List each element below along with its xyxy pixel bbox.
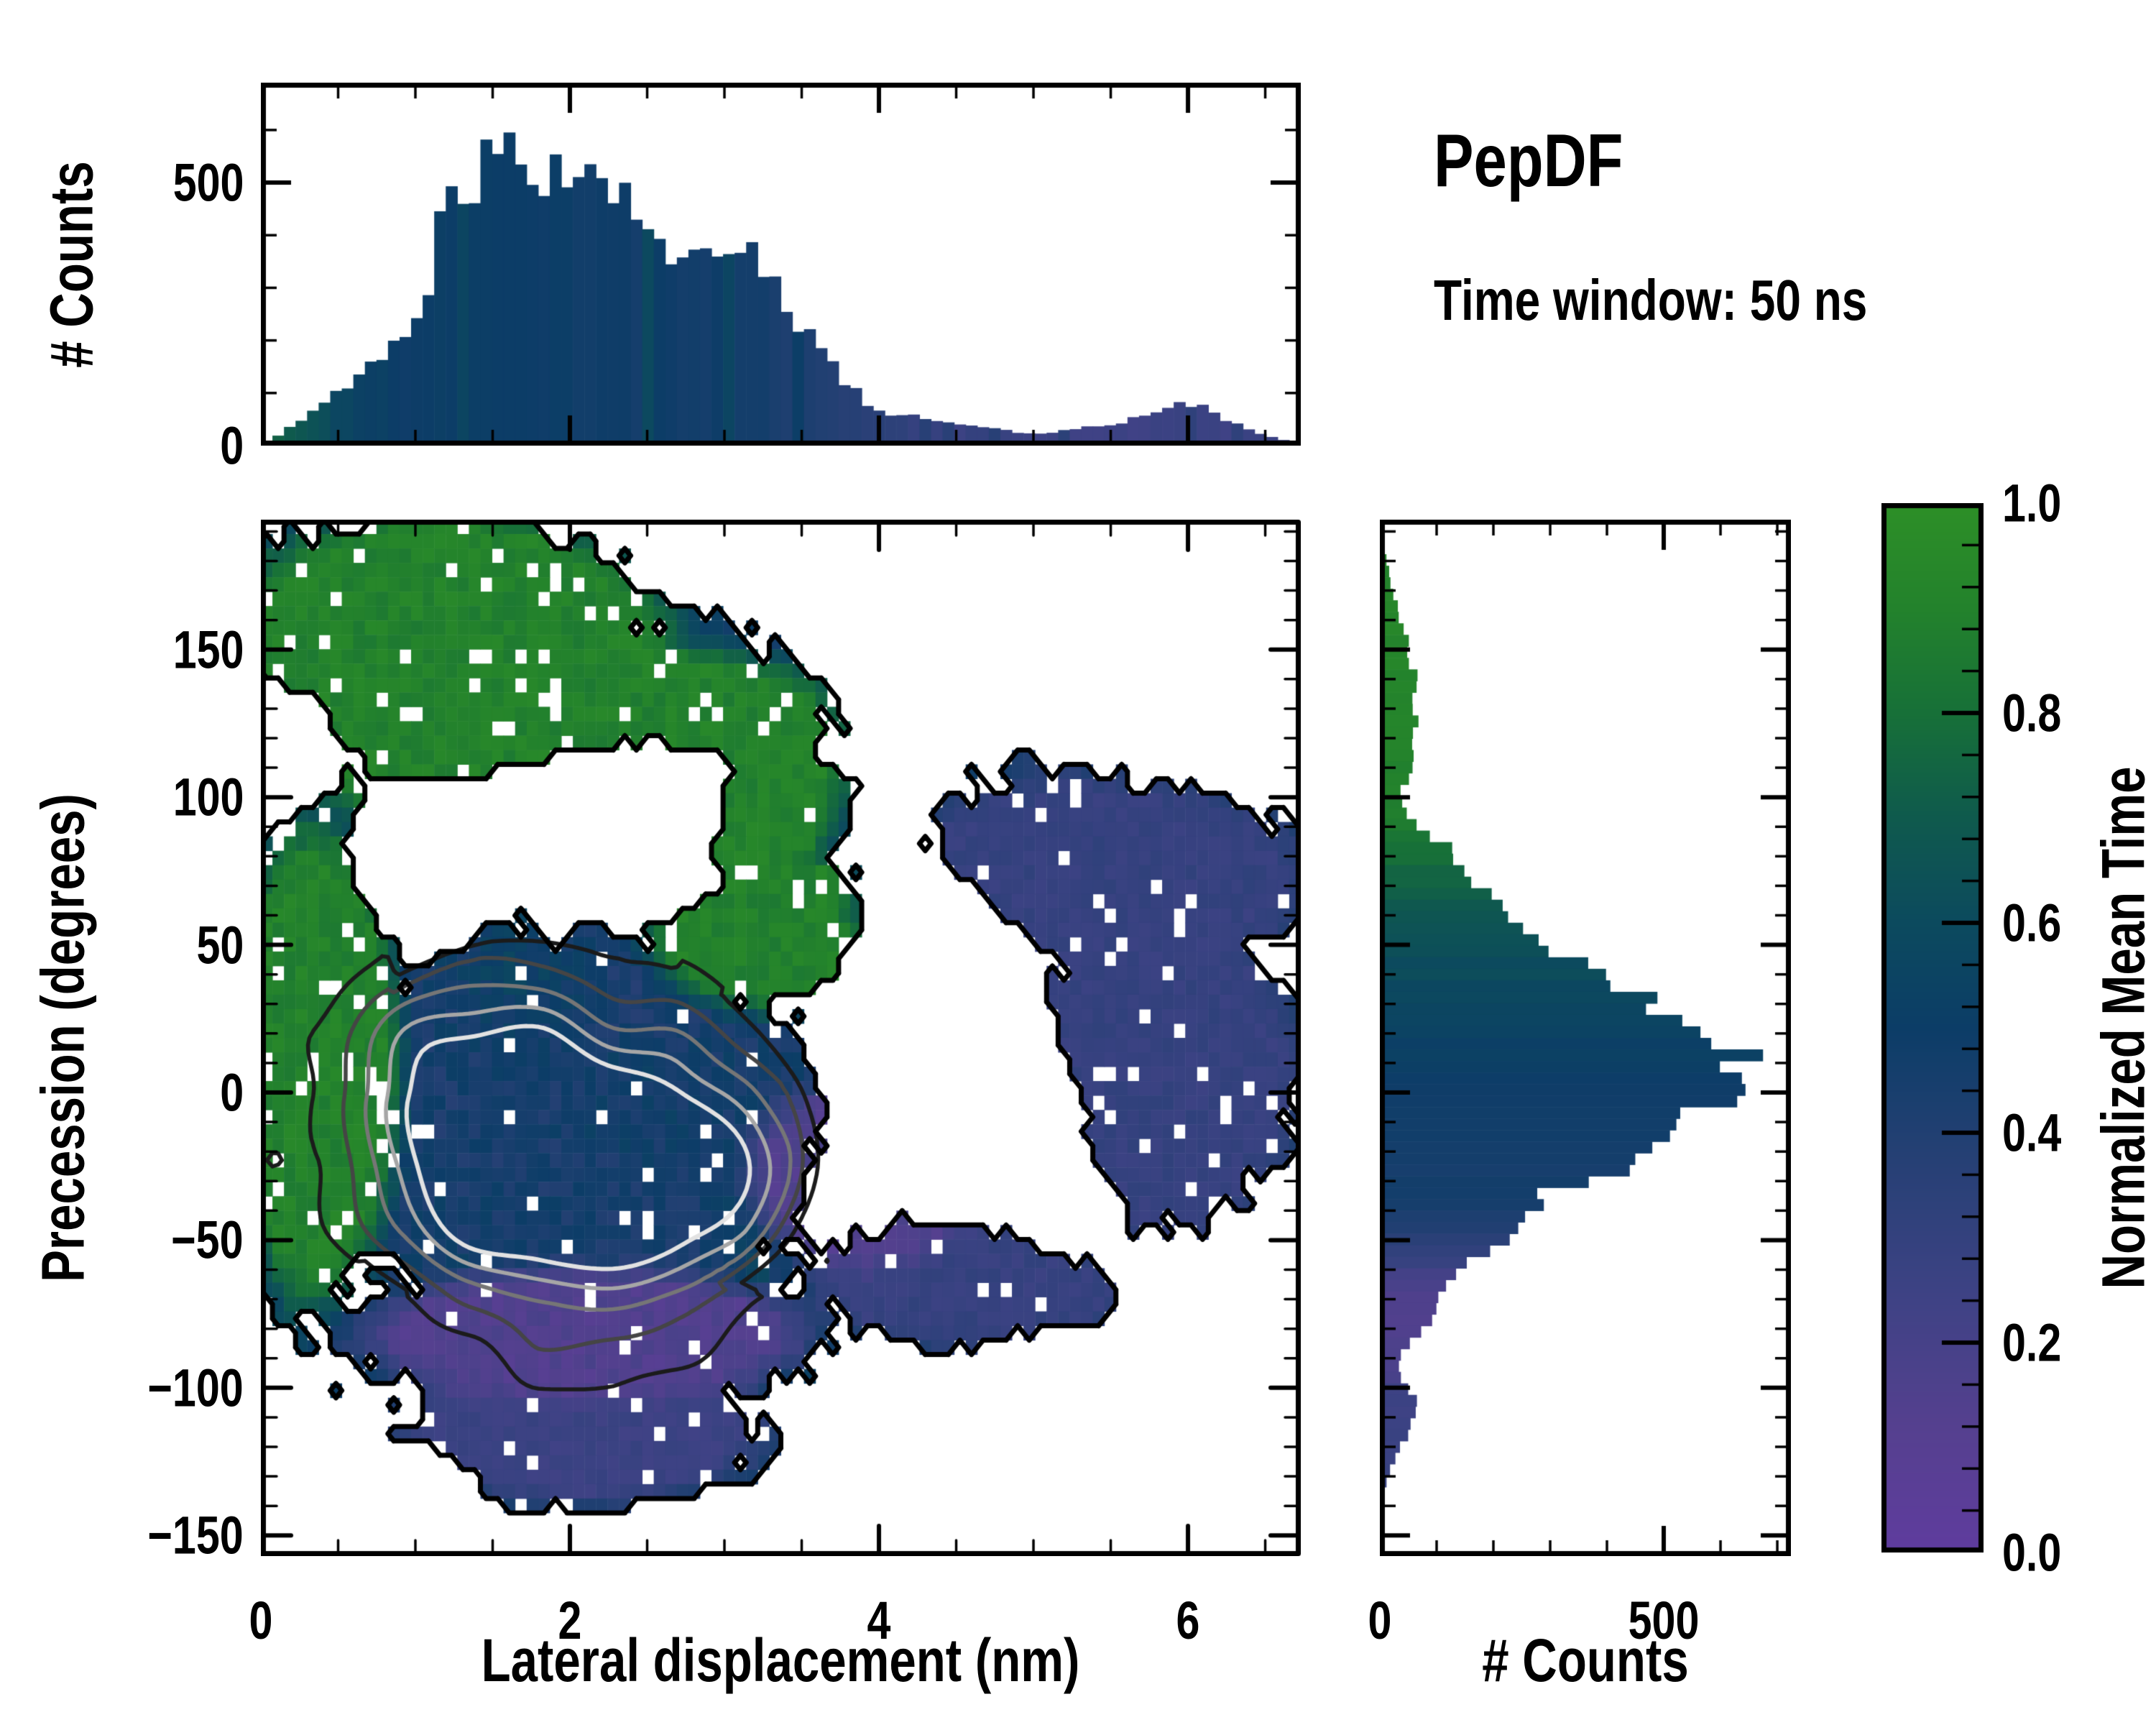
main-ytick-label: 100	[172, 767, 244, 827]
main-ytick-label: −150	[147, 1505, 244, 1565]
plot-subtitle: Time window: 50 ns	[1434, 267, 1976, 334]
colorbar-tick-label: 0.4	[2002, 1103, 2062, 1163]
plot-title: PepDF	[1434, 119, 1670, 204]
colorbar-panel	[1881, 503, 1984, 1552]
colorbar-tick-label: 0.8	[2002, 683, 2062, 743]
top-hist-ylabel: # Counts	[37, 161, 106, 368]
colorbar-tick-label: 0.2	[2002, 1312, 2062, 1373]
top-histogram-panel	[261, 83, 1301, 446]
main-ylabel: Precession (degrees)	[29, 794, 97, 1282]
colorbar-tick-label: 1.0	[2002, 473, 2062, 533]
main-xlabel: Lateral displacement (nm)	[481, 1627, 1080, 1694]
top-hist-ytick-label: 500	[172, 152, 244, 213]
right-hist-xtick-label: 0	[1368, 1591, 1392, 1650]
colorbar-tick-label: 0.0	[2002, 1522, 2062, 1583]
top-hist-ytick-label: 0	[220, 415, 244, 476]
main-ytick-label: 0	[220, 1062, 244, 1123]
main-xtick-label: 6	[1176, 1591, 1200, 1650]
right-hist-xtick-label: 500	[1628, 1591, 1700, 1650]
main-xtick-label: 0	[249, 1591, 273, 1650]
plot-subtitle-text: Time window: 50 ns	[1434, 268, 1868, 332]
main-heatmap-panel	[261, 520, 1301, 1556]
main-xtick-label: 2	[558, 1591, 582, 1650]
right-hist-xlabel: # Counts	[1482, 1627, 1689, 1694]
plot-title-text: PepDF	[1434, 119, 1623, 203]
main-ytick-label: −50	[171, 1210, 244, 1270]
main-ytick-label: −100	[147, 1358, 244, 1418]
main-heatmap-canvas	[261, 520, 1301, 1556]
top-histogram-canvas	[261, 83, 1301, 446]
main-ytick-label: 50	[196, 915, 244, 975]
main-xtick-label: 4	[867, 1591, 891, 1650]
colorbar-tick-label: 0.6	[2002, 893, 2062, 953]
colorbar-label: Normalized Mean Time	[2089, 766, 2156, 1289]
right-histogram-panel	[1380, 520, 1791, 1556]
main-ytick-label: 150	[172, 620, 244, 680]
right-histogram-canvas	[1380, 520, 1791, 1556]
colorbar-canvas	[1881, 503, 1984, 1552]
